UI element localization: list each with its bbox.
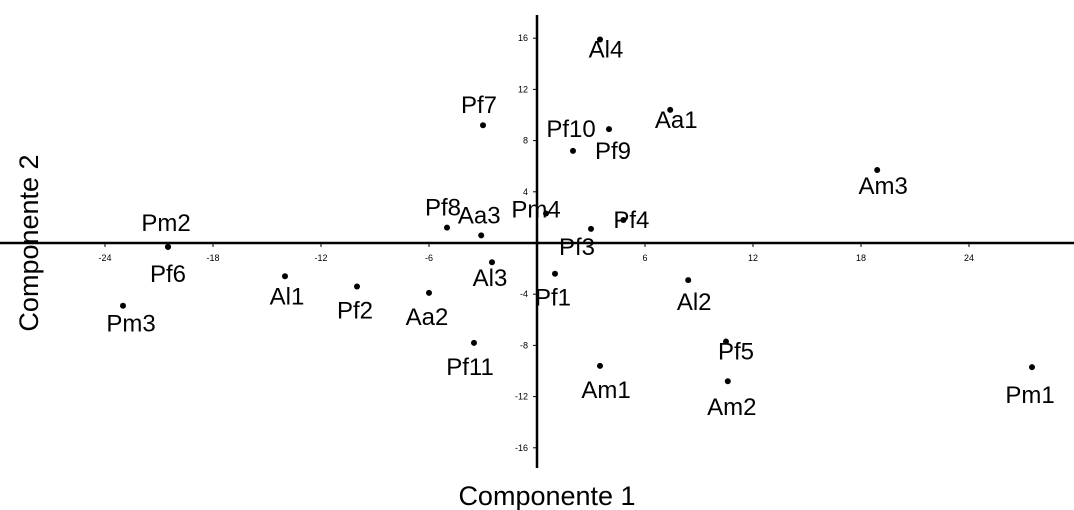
data-point-pf4 [620, 216, 627, 223]
point-label-pf8: Pf8 [425, 195, 461, 222]
point-label-pm3: Pm3 [106, 311, 155, 338]
data-point-pf2 [354, 283, 360, 290]
data-point-am2 [724, 378, 731, 385]
point-label-aa2: Aa2 [406, 304, 449, 331]
point-label-pf5: Pf5 [718, 339, 754, 366]
data-point-pf7 [480, 122, 486, 129]
x-tick-label: -18 [206, 253, 219, 263]
data-point-pf6 [165, 243, 171, 250]
point-label-pm1: Pm1 [1005, 382, 1054, 409]
data-point-al2 [685, 277, 692, 284]
x-tick-label: -24 [98, 253, 111, 263]
point-label-pf11: Pf11 [446, 354, 494, 381]
data-point-al3 [489, 259, 495, 266]
y-tick-label: -12 [515, 392, 528, 402]
point-label-pf2: Pf2 [337, 298, 373, 325]
data-point-aa1 [667, 106, 674, 113]
axis-ticks: -24 -18 -12 -6 6 12 18 24 16 12 8 4 -4 -8 -12 -16 [98, 33, 974, 453]
point-label-pf7: Pf7 [461, 92, 497, 119]
point-label-am2: Am2 [707, 394, 756, 421]
data-point-pm1 [1029, 364, 1035, 371]
point-label-al3: Al3 [473, 265, 508, 292]
x-axis-title: Componente 1 [458, 481, 635, 510]
data-point-am1 [597, 362, 603, 369]
x-tick-label: -6 [425, 253, 433, 263]
data-point-pf3 [588, 225, 594, 232]
point-label-pf6: Pf6 [150, 261, 186, 288]
y-tick-label: -8 [520, 340, 528, 350]
point-label-al2: Al2 [677, 289, 712, 316]
data-point-al1 [282, 273, 288, 280]
point-label-aa1: Aa1 [655, 107, 698, 134]
data-point-pm3 [120, 302, 126, 309]
data-point-pf9 [606, 126, 612, 133]
point-label-pf4: Pf4 [613, 207, 649, 234]
y-tick-label: -4 [520, 289, 528, 299]
axes [0, 15, 1074, 468]
point-label-al4: Al4 [589, 36, 624, 63]
x-tick-label: 24 [964, 253, 974, 263]
data-point-aa2 [426, 289, 432, 296]
point-label-am3: Am3 [859, 173, 908, 200]
data-point-pf1 [552, 270, 558, 277]
y-tick-label: 4 [523, 187, 528, 197]
data-point-pf11 [471, 339, 477, 346]
data-point-pf10 [570, 147, 576, 154]
data-point-am3 [874, 167, 881, 174]
x-tick-label: -12 [314, 253, 327, 263]
x-tick-label: 18 [856, 253, 866, 263]
point-label-al1: Al1 [270, 283, 305, 310]
data-point-aa3 [478, 232, 485, 239]
y-tick-label: 16 [518, 33, 528, 43]
x-tick-label: 6 [642, 253, 647, 263]
y-tick-label: 8 [523, 136, 528, 146]
y-tick-label: -16 [515, 443, 528, 453]
data-point-pf5 [723, 338, 729, 345]
y-tick-label: 12 [518, 84, 528, 94]
point-label-pf3: Pf3 [559, 234, 595, 261]
data-point-pf8 [444, 224, 450, 231]
x-tick-label: 12 [748, 253, 758, 263]
point-label-aa3: Aa3 [458, 202, 501, 229]
point-label-pm4: Pm4 [511, 197, 560, 224]
data-points [120, 36, 1035, 385]
data-point-al4 [597, 36, 603, 43]
y-axis-title: Componente 2 [14, 154, 44, 331]
point-label-pm2: Pm2 [141, 210, 190, 237]
point-label-pf9: Pf9 [595, 138, 631, 165]
point-label-pf10: Pf10 [546, 116, 595, 143]
data-point-pm4 [543, 210, 549, 217]
point-label-pf1: Pf1 [535, 285, 571, 312]
point-label-am1: Am1 [581, 377, 630, 404]
